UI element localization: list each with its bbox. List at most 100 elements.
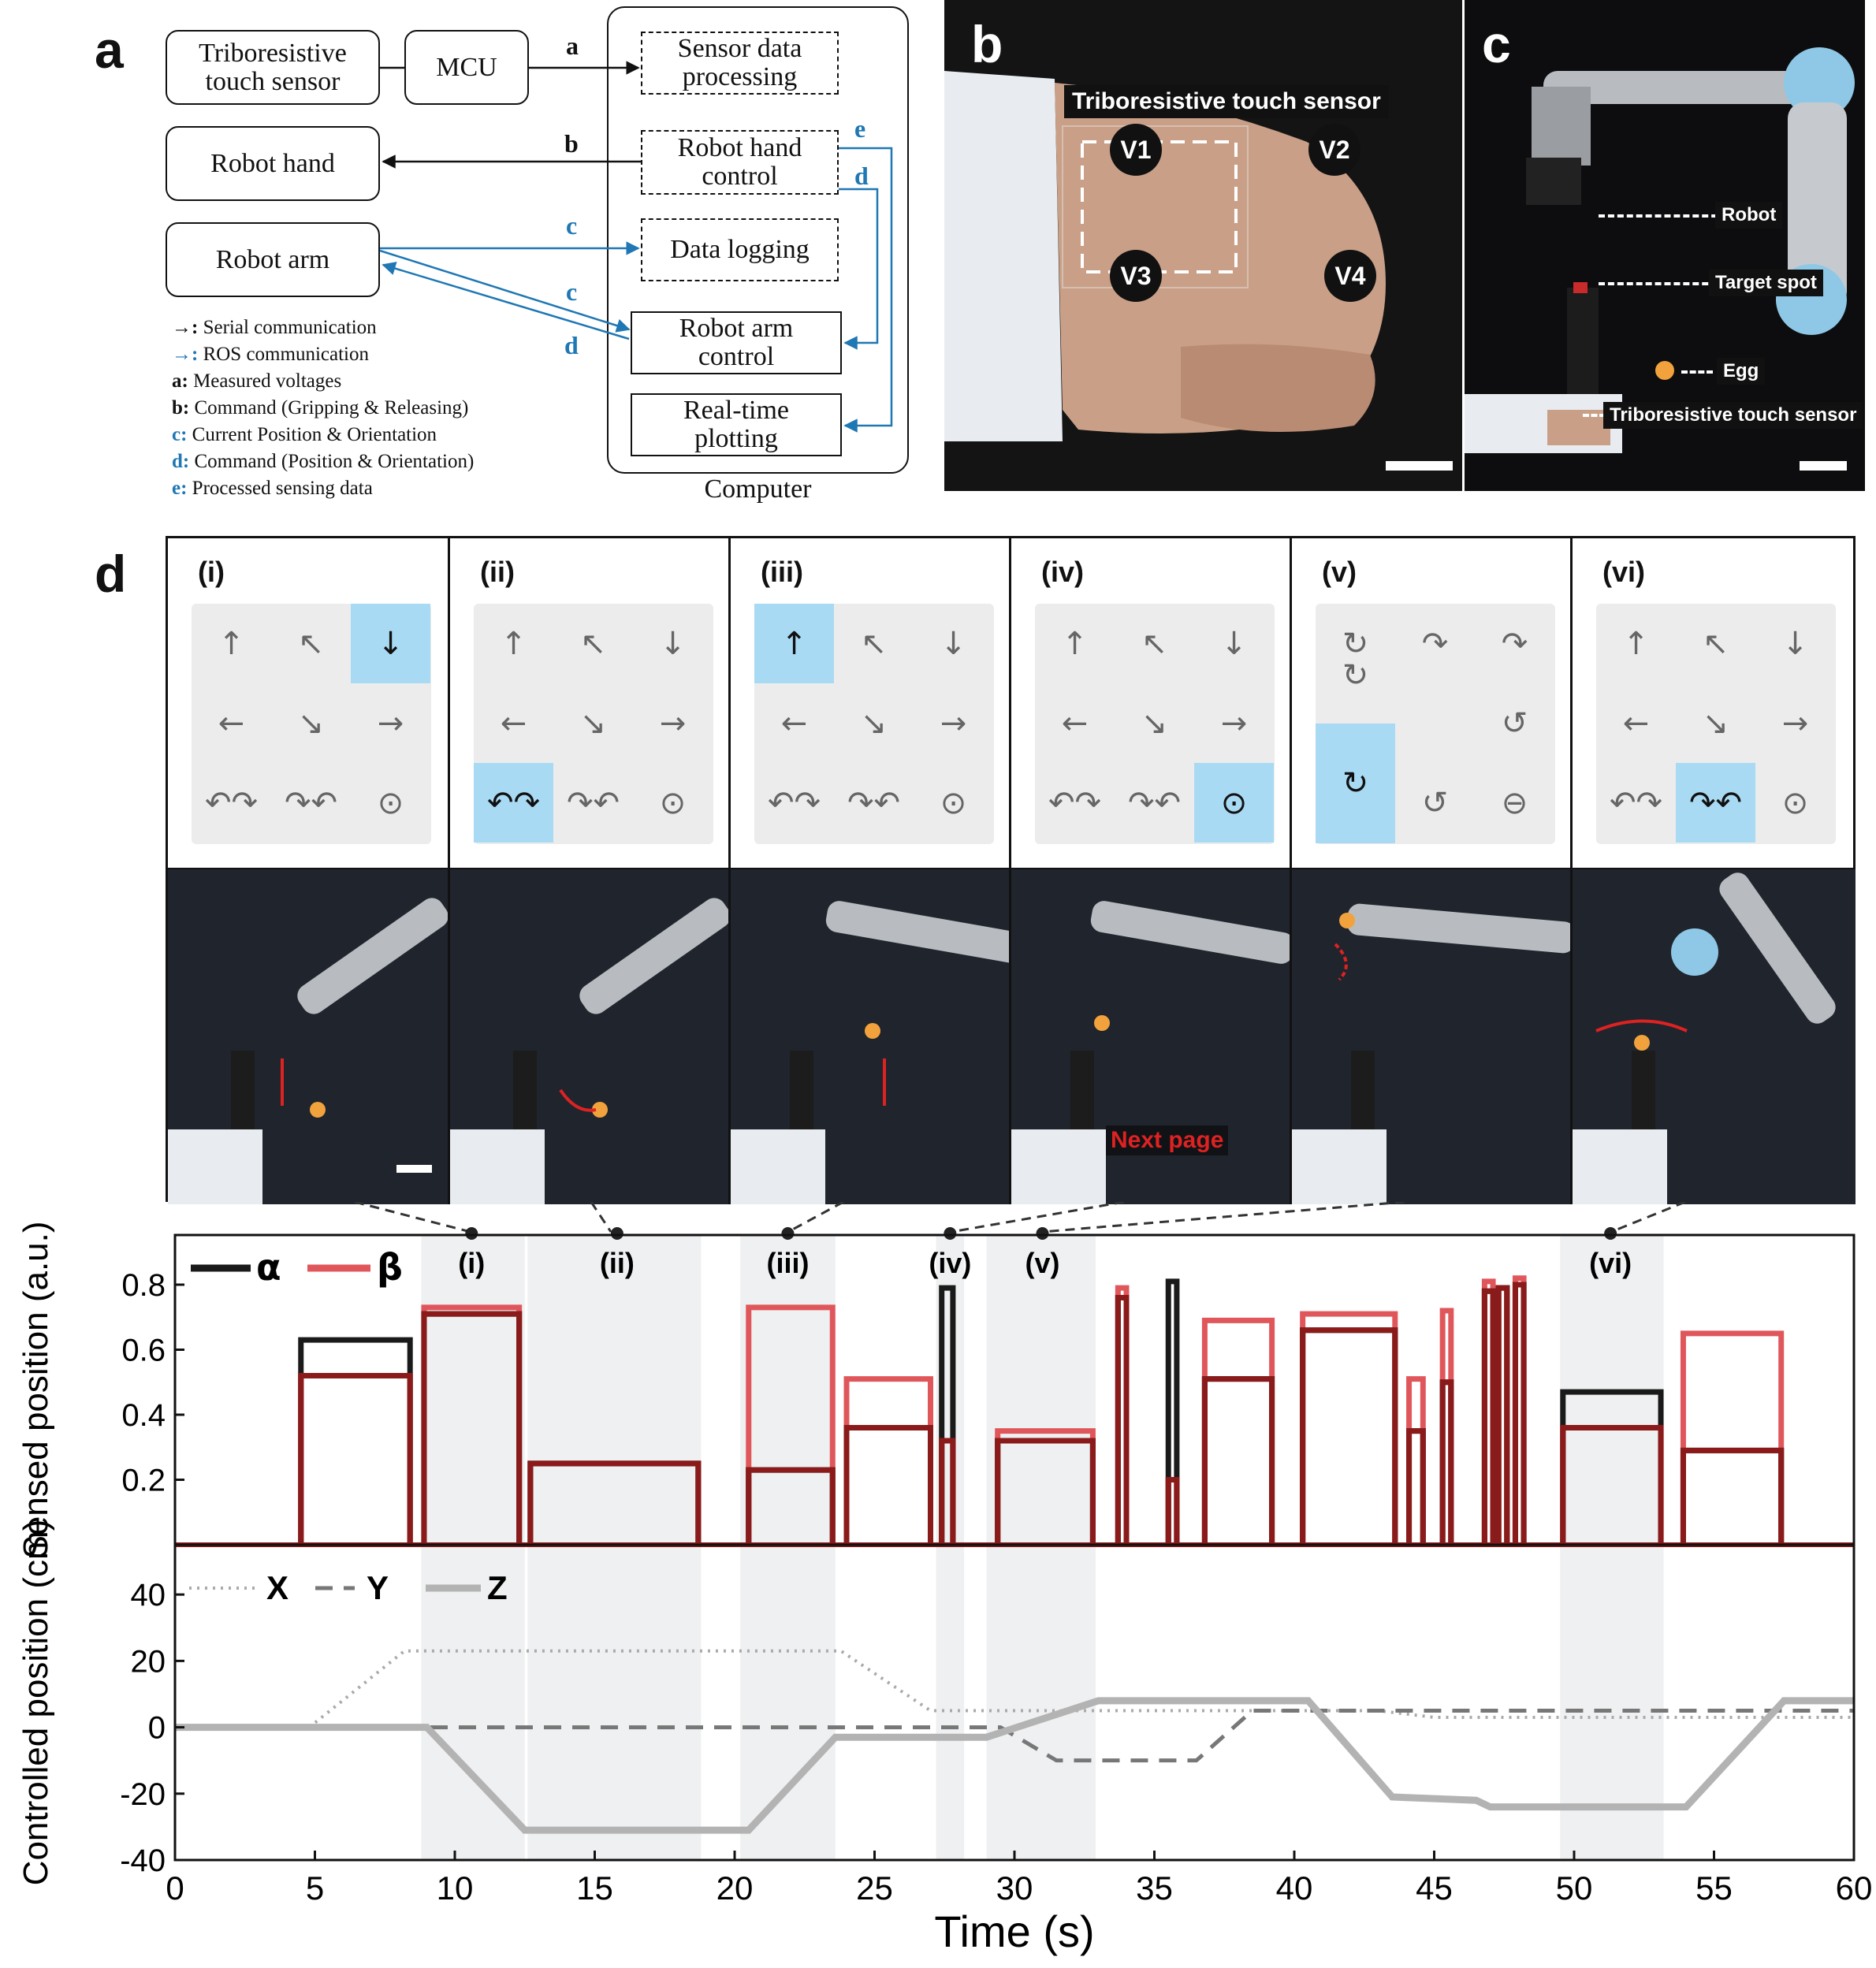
grid-cell: ↷↶ [847, 784, 901, 821]
grid-cell-highlighted: ↶↷ [474, 763, 553, 843]
step-label: (vi) [1602, 556, 1645, 588]
grid-cell: ⊙ [1781, 784, 1809, 821]
bottom-plot-frame [173, 1543, 1856, 1862]
overlap-pulse [1512, 1282, 1527, 1545]
overlap-pulse [1439, 1379, 1454, 1545]
region-marker [781, 1227, 795, 1240]
grid-cell: ↷↶ [566, 784, 620, 821]
legend-sym: →: [172, 317, 199, 338]
region-label: (ii) [600, 1247, 635, 1279]
panel-label-b: b [971, 15, 1003, 73]
touch-grid: ↑ ↖ ↓ ← ↘ → ↶↷ ↷↶ ⊙ [474, 604, 713, 844]
beta-pulse [843, 1376, 933, 1545]
region-label: (iii) [766, 1247, 809, 1279]
grid-cell-highlighted: ⊙ [1194, 763, 1274, 843]
highlight-region [527, 1235, 702, 1860]
egg-tag: Egg [1717, 358, 1766, 385]
beta-pulse [1201, 1317, 1275, 1545]
egg-pointer-arrow [1681, 370, 1713, 374]
x-tick-label: 30 [996, 1869, 1033, 1907]
overlap-pulse [995, 1438, 1096, 1545]
video-frame-ii [450, 869, 731, 1204]
grid-cell: → [659, 705, 687, 742]
y-tick-label: 0.4 [121, 1398, 166, 1433]
overlap-pulse [1115, 1295, 1130, 1545]
x-tick-label: 50 [1556, 1869, 1593, 1907]
grid-cell: ⊙ [659, 784, 687, 821]
grid-cell: ↓ [1781, 625, 1809, 662]
y-tick-label: -40 [120, 1843, 166, 1878]
grid-cell: ↷↶ [284, 784, 338, 821]
grid-cell: ← [218, 705, 245, 742]
region-marker [610, 1227, 623, 1240]
computer-label: Computer [704, 474, 812, 504]
legend-sym: b: [172, 397, 190, 419]
grid-cell: ← [1622, 705, 1650, 742]
legend-sym: c: [172, 424, 188, 445]
beta-pulse [298, 1373, 413, 1545]
alpha-pulse [939, 1285, 956, 1545]
beta-pulse [1300, 1311, 1398, 1545]
legend-sym: e: [172, 478, 188, 499]
grid-cell: ↷ [1501, 625, 1528, 662]
frame-connectors [354, 1202, 1686, 1233]
alpha-pulse [298, 1337, 413, 1545]
grid-cell: ⊖ [1501, 784, 1528, 821]
overlap-pulse [1406, 1428, 1426, 1545]
grid-cell: → [1220, 705, 1248, 742]
legend-line: →: ROS communication [172, 344, 369, 366]
x-axis-title: Time (s) [934, 1907, 1094, 1956]
grid-cell [1395, 683, 1475, 763]
beta-pulse [746, 1304, 836, 1545]
grid-cell: ↶↷ [767, 784, 821, 821]
grid-cell: ↑ [1622, 625, 1650, 662]
video-frame-iv: Next page [1011, 869, 1292, 1204]
step-label: (v) [1322, 556, 1357, 588]
grid-cell: ⊙ [377, 784, 404, 821]
mcu-box: MCU [404, 30, 529, 105]
region-marker [465, 1227, 478, 1240]
legend-line: →: Serial communication [172, 317, 377, 339]
grid-cell: ↘ [297, 705, 325, 742]
region-label: (i) [458, 1247, 485, 1279]
frame-illustration [450, 898, 728, 1204]
y-axis-title: Controlled position (cm) [17, 1520, 55, 1886]
grid-cell: ↷↶ [1127, 784, 1182, 821]
grid-cell: ↖ [1141, 625, 1168, 662]
overlap-pulse [1201, 1376, 1275, 1545]
grid-cell: ↖ [579, 625, 607, 662]
legend-line: d: Command (Position & Orientation) [172, 451, 474, 473]
series-z-line [175, 1697, 1854, 1834]
grid-cell: ↘ [1141, 705, 1168, 742]
time-series-charts: (i) (ii) (iii) (iv) (v) (vi) α β 0.2 0.4 0.6 0.8 Sen… [17, 1221, 1872, 1956]
region-marker [1604, 1227, 1617, 1240]
corner-v1: V1 [1110, 124, 1162, 176]
x-tick-label: 0 [166, 1869, 184, 1907]
grid-cell: ↘ [579, 705, 607, 742]
region-label: (v) [1025, 1247, 1060, 1279]
sensor-processing-box: Sensor data processing [641, 32, 839, 95]
overlap-pulse [939, 1438, 956, 1545]
grid-cell: ↶↷ [1609, 784, 1663, 821]
overlap-pulse [1495, 1285, 1510, 1545]
x-tick-label: 25 [856, 1869, 893, 1907]
overlap-pulse [1560, 1425, 1664, 1545]
legend-text: Processed sensing data [187, 478, 373, 499]
grid-cell-highlighted: ↷↶ [1676, 763, 1755, 843]
alpha-pulse [843, 1425, 933, 1545]
highlight-region [1560, 1235, 1664, 1860]
legend-text: Serial communication [198, 317, 377, 338]
overlap-pulse [421, 1311, 523, 1545]
x-tick-label: 45 [1416, 1869, 1453, 1907]
grid-cell: ↶↷ [1048, 784, 1102, 821]
beta-pulse [1680, 1330, 1785, 1545]
grid-cell: → [1781, 705, 1809, 742]
touch-grid: ↑ ↖ ↓ ← ↘ → ↶↷ ↷↶ ⊙ [1596, 604, 1836, 844]
frame-illustration [1292, 903, 1570, 1204]
y-tick-label: 0.6 [121, 1334, 166, 1368]
step-label: (iv) [1041, 556, 1084, 588]
legend-sym: a: [172, 370, 188, 392]
legend-beta-label: β [377, 1246, 403, 1289]
legend-sym: d: [172, 451, 190, 472]
y-tick-label: 20 [131, 1644, 166, 1679]
